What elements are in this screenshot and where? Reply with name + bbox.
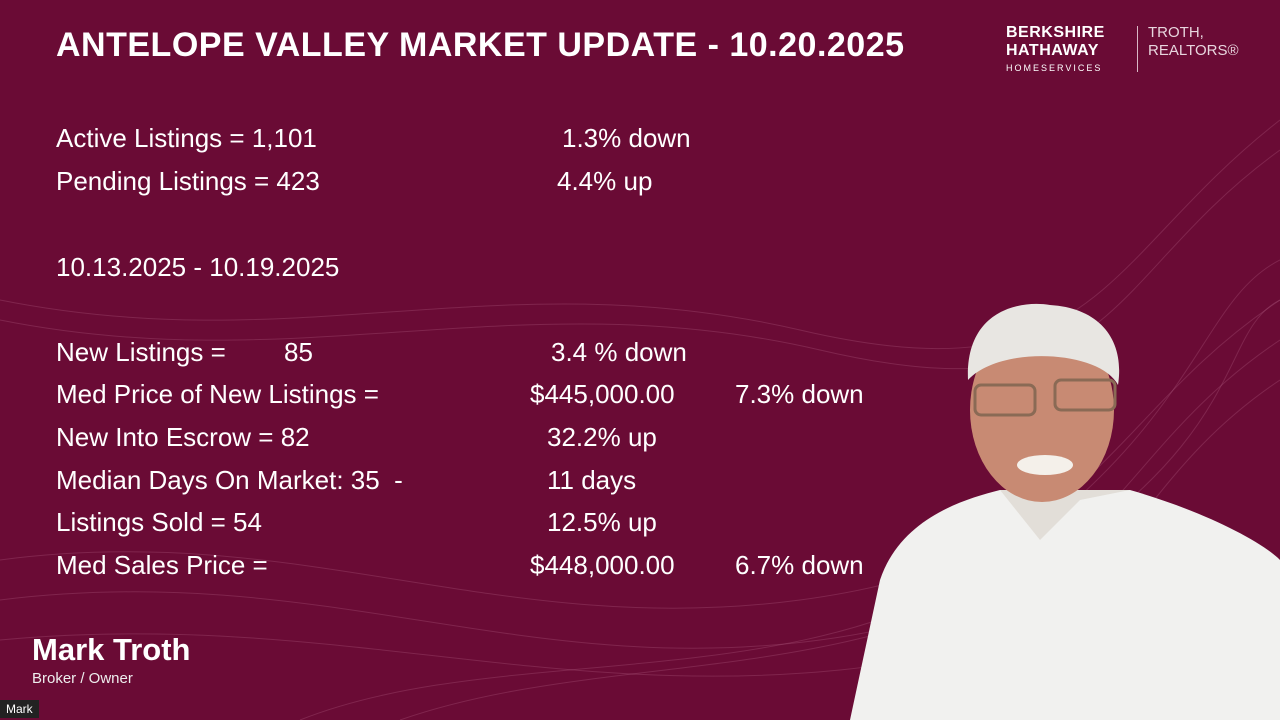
stat-label: New Listings = bbox=[56, 337, 226, 367]
date-range: 10.13.2025 - 10.19.2025 bbox=[56, 252, 340, 282]
stat-value: $445,000.00 bbox=[530, 379, 675, 409]
stat-change: 12.5% up bbox=[547, 507, 657, 537]
presenter-name: Mark Troth bbox=[32, 632, 191, 667]
stat-label: Pending Listings = 423 bbox=[56, 166, 320, 196]
stat-label: Active Listings = 1,101 bbox=[56, 123, 317, 153]
presenter-video bbox=[850, 303, 1280, 720]
stat-change: 11 days bbox=[547, 465, 637, 495]
logo-partner: REALTORS® bbox=[1148, 42, 1239, 59]
stat-change: 7.3% down bbox=[735, 379, 864, 409]
stat-label: New Into Escrow = 82 bbox=[56, 422, 310, 452]
stat-label: Listings Sold = 54 bbox=[56, 507, 262, 537]
logo-line: HOMESERVICES bbox=[1006, 63, 1103, 73]
stat-label: Med Sales Price = bbox=[56, 550, 268, 580]
stat-change: 3.4 % down bbox=[551, 337, 687, 367]
logo-line: HATHAWAY bbox=[1006, 42, 1099, 59]
video-label: Mark bbox=[0, 700, 39, 718]
stat-label: Median Days On Market: 35 - bbox=[56, 465, 403, 495]
stat-value: 85 bbox=[284, 337, 313, 367]
stat-value: $448,000.00 bbox=[530, 550, 675, 580]
presenter-role: Broker / Owner bbox=[32, 670, 133, 687]
stat-label: Med Price of New Listings = bbox=[56, 379, 379, 409]
stat-change: 6.7% down bbox=[735, 550, 864, 580]
logo-divider bbox=[1137, 26, 1138, 72]
stat-change: 32.2% up bbox=[547, 422, 657, 452]
logo-line: BERKSHIRE bbox=[1006, 24, 1105, 41]
stat-change: 4.4% up bbox=[557, 166, 653, 196]
title: ANTELOPE VALLEY MARKET UPDATE - 10.20.20… bbox=[56, 26, 905, 64]
logo-partner: TROTH, bbox=[1148, 24, 1204, 41]
stat-change: 1.3% down bbox=[562, 123, 691, 153]
